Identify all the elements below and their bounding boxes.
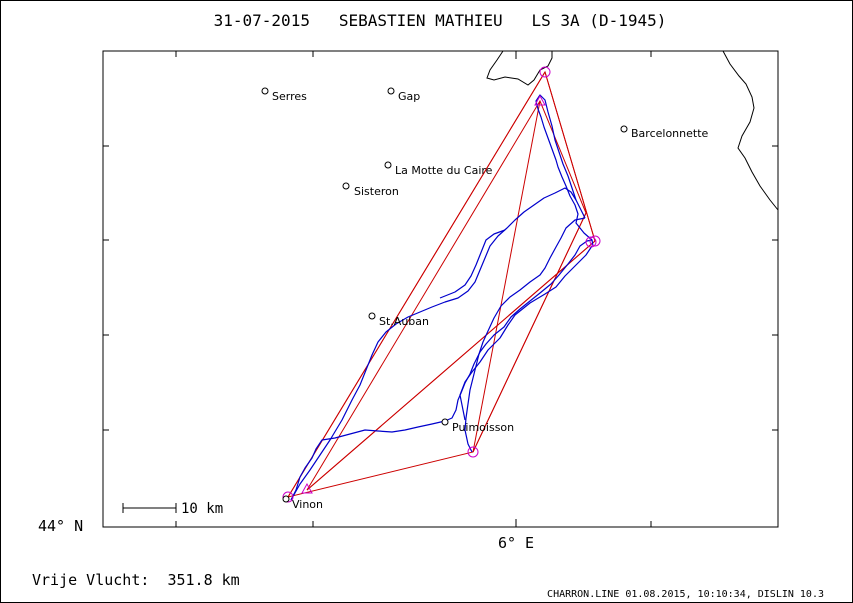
task-lines (286, 70, 596, 498)
turnpoint-marker (539, 66, 551, 78)
town-label: Barcelonnette (631, 127, 709, 140)
town-marker (261, 87, 269, 95)
turnpoint-marker (589, 235, 601, 247)
turnpoint-marker (467, 446, 479, 458)
towns: Serres Gap Barcelonnette La Motte du Cai… (261, 87, 709, 511)
town-marker (441, 418, 449, 426)
town-label: St.Auban (379, 315, 429, 328)
flight-track (290, 94, 594, 501)
town-marker (282, 495, 290, 503)
town-label: Serres (272, 90, 307, 103)
town-marker (368, 312, 376, 320)
credit-label: CHARRON.LINE 01.08.2015, 10:10:34, DISLI… (547, 589, 824, 600)
town-barcelonnette: Barcelonnette (620, 125, 709, 140)
turnpoint-marker (282, 491, 294, 503)
town-marker (620, 125, 628, 133)
scale-bar-label: 10 km (181, 501, 223, 517)
town-st-auban: St.Auban (368, 312, 429, 328)
town-label: Gap (398, 90, 420, 103)
town-label: Puimoisson (452, 421, 514, 434)
latitude-label: 44° N (38, 517, 83, 535)
town-serres: Serres (261, 87, 307, 103)
town-marker (384, 161, 392, 169)
town-label: Vinon (292, 498, 323, 511)
map-frame (102, 50, 779, 528)
town-label: Sisteron (354, 185, 399, 198)
axis-ticks (103, 51, 778, 527)
start-marker (301, 482, 313, 494)
town-vinon: Vinon (282, 495, 323, 511)
town-sisteron: Sisteron (342, 182, 399, 198)
town-marker (342, 182, 350, 190)
town-label: La Motte du Caire (395, 164, 493, 177)
map-title: 31-07-2015 SEBASTIEN MATHIEU LS 3A (D-19… (214, 11, 667, 30)
turnpoint-marker (585, 236, 597, 248)
scale-bar: 10 km (122, 501, 223, 517)
town-gap: Gap (387, 87, 420, 103)
finish-marker (534, 94, 546, 106)
town-puimoisson: Puimoisson (441, 418, 514, 434)
border-lines (486, 50, 779, 211)
town-la-motte-du-caire: La Motte du Caire (384, 161, 493, 177)
distance-label: Vrije Vlucht: 351.8 km (32, 571, 240, 589)
town-marker (387, 87, 395, 95)
turnpoints (282, 66, 601, 503)
longitude-label: 6° E (498, 534, 534, 552)
